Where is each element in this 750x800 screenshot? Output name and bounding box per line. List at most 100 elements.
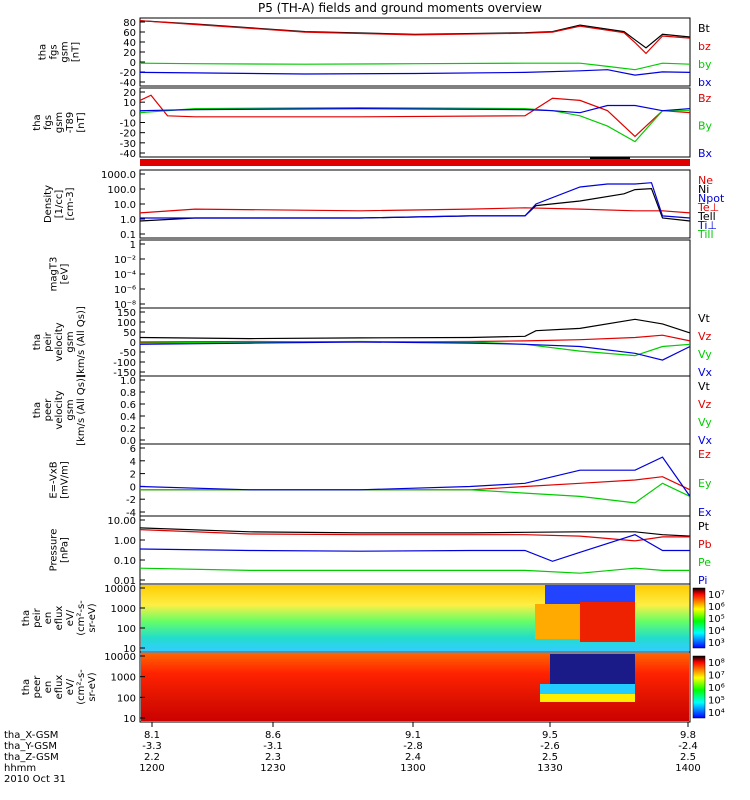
legend-entry: Ti⊥ [697,219,717,232]
panel-3: 1000.0 100.0 10.0 1.0 0.1 Density [1/cc] [cm-3]… [43,169,725,241]
x-tick-label: 9.5 [542,730,558,741]
y-tick-label: 1 [130,240,136,251]
y-tick-label: -30 [120,139,136,150]
x-row-label: 2010 Oct 31 [4,774,66,785]
y-axis-label: eflux [54,606,65,631]
legend-entry: By [698,120,713,133]
series-line-Ex [139,456,691,497]
status-bar [140,159,690,166]
status-bar-mark [590,157,630,159]
y-axis-label: gsm [65,399,76,420]
y-tick-label: 4 [130,457,136,468]
y-tick-label: 150 [117,308,136,319]
y-tick-label: 50 [123,328,136,339]
x-tick-label: 2.4 [405,752,421,763]
y-axis-label: [km/s (All Qs)] [76,306,87,378]
spectrogram-feature [550,654,635,684]
y-tick-label: 0.6 [120,400,136,411]
y-tick-label: 100 [117,624,136,635]
legend-entry: Ne [698,174,713,187]
x-tick-label: 1330 [537,763,562,774]
colorbar-scale [692,587,706,649]
y-axis-label: [km/s (All Qs)] [76,374,87,446]
y-tick-label: 10.00 [107,516,136,527]
y-axis-label: gsm [54,112,65,133]
series-line-bx [139,69,691,76]
y-tick-label: 1000.0 [101,170,136,181]
y-axis-label: eV/ [65,678,76,695]
y-tick-label: 0.8 [120,388,136,399]
series-line-Npot [140,182,691,219]
y-axis-label: fgs [43,115,54,130]
y-axis-label: [nPa] [60,537,71,563]
x-tick-label: 2.3 [265,752,281,763]
series-line-Pb [139,529,690,542]
x-tick-label: 2.2 [144,752,160,763]
panel-6: 1.00.80.60.40.20.0 tha peer velocity gsm [km/… [32,374,713,447]
y-tick-label: 10⁻² [114,255,136,266]
y-tick-label: 10⁻⁴ [114,270,136,281]
colorbar-label: 10⁴ [708,708,725,719]
series-line-Pi [139,534,690,562]
y-axis-label: gsm [60,41,71,62]
y-tick-label: 20 [123,88,136,99]
y-tick-label: 0 [130,58,136,69]
y-tick-label: -4 [126,508,136,519]
x-tick-label: 8.6 [265,730,281,741]
y-tick-label: 100 [117,318,136,329]
y-axis-label: tha [21,610,32,626]
y-tick-label: 10 [123,98,136,109]
y-axis-label: peer [43,398,54,422]
panel-frame [139,651,691,723]
spectrogram-feature [540,684,635,694]
y-axis-label: [nT] [71,42,82,62]
y-tick-label: 0.2 [120,424,136,435]
x-row-label: hhmm [4,763,36,774]
legend-entry: bx [698,76,712,89]
y-tick-label: 60 [123,28,136,39]
y-tick-label: 40 [123,38,136,49]
y-tick-label: 1000 [111,604,136,615]
series-line-Vt [139,318,691,340]
x-row-label: tha_Z-GSM [4,752,59,763]
x-row-label: tha_Y-GSM [4,741,57,752]
colorbar-label: 10⁶ [708,683,725,694]
legend-entry: Bx [698,147,713,160]
colorbar-label: 10⁶ [708,602,725,613]
x-tick-label: 1300 [400,763,425,774]
panel-frame [139,443,691,517]
colorbar-label: 10⁴ [708,626,725,637]
x-tick-label: 9.8 [680,730,696,741]
colorbar-label: 10⁷ [708,590,725,601]
legend-entry: bz [698,40,711,53]
panel-4: 1 10⁻² 10⁻⁴ 10⁻⁶ 10⁻⁸ magT3 [eV] [49,239,691,311]
x-tick-label: -2.4 [678,741,698,752]
legend-entry: Ni [698,183,709,196]
legend-entry: Vy [698,348,712,361]
y-axis-label: Pressure [49,529,60,572]
series-line-Ey [140,482,691,504]
series-line-Pe [139,567,690,574]
series-line-bz [139,20,691,55]
colorbar-label: 10⁸ [708,658,725,669]
panel-7: 6 4 20 -2 -4 E=-VxB [mV/m] Ez Ey Ex [49,443,712,519]
y-axis-label: gsm [65,331,76,352]
panel-frame [139,169,691,239]
y-axis-label: E=-VxB [49,461,60,498]
legend-entry: Tell [697,210,716,223]
y-tick-label: 0 [130,482,136,493]
series-line-Ne [139,207,691,214]
y-axis-label: [mV/m] [60,461,71,499]
colorbar-label: 10⁷ [708,671,725,682]
legend-entry: Npot [698,192,725,205]
legend-entry: Till [697,228,714,241]
series-line-By [139,106,690,143]
y-axis-label: magT3 [49,257,60,292]
colorbar-label: 10⁵ [708,614,725,625]
y-tick-label: 10⁻⁶ [114,285,136,296]
